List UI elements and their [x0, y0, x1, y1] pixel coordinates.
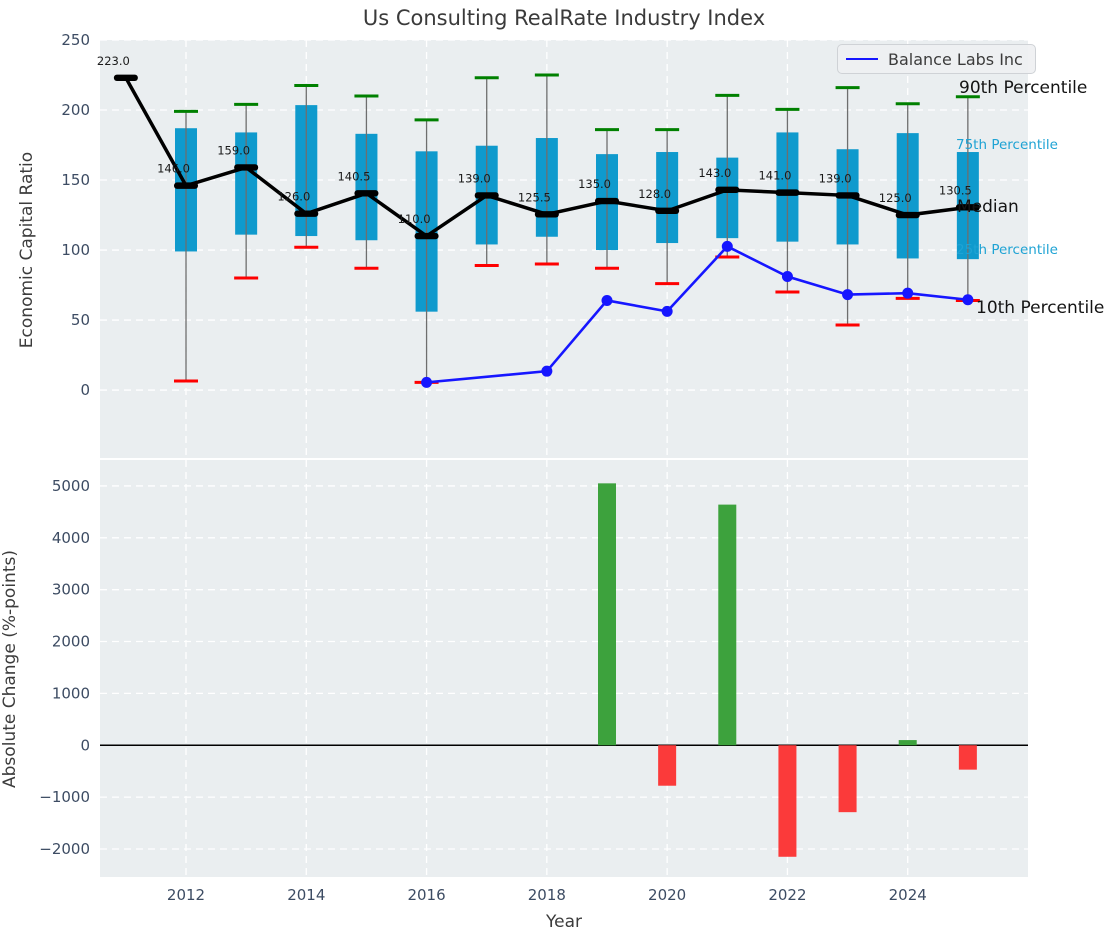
x-axis-label: Year — [546, 912, 582, 932]
median-value-label-2021: 143.0 — [698, 166, 731, 180]
top-y-tick-label: 200 — [61, 101, 90, 119]
bottom-y-tick-label: 2000 — [52, 633, 90, 651]
median-value-label-2018: 125.5 — [518, 190, 551, 204]
annotation-25th-percentile: 25th Percentile — [956, 242, 1058, 258]
top-y-tick-label: 150 — [61, 171, 90, 189]
top-plot-area — [100, 40, 1028, 458]
change-bar-2022 — [778, 745, 797, 857]
median-value-label-2022: 141.0 — [758, 169, 791, 183]
x-tick-label: 2018 — [528, 886, 566, 904]
median-value-label-2014: 126.0 — [277, 190, 310, 204]
bottom-y-tick-label: 3000 — [52, 581, 90, 599]
x-tick-label: 2016 — [407, 886, 445, 904]
company-series-point-2018 — [541, 365, 553, 377]
median-marker-2022 — [775, 189, 800, 196]
bottom-y-axis-label: Absolute Change (%-points) — [0, 550, 20, 788]
chart-title: Us Consulting RealRate Industry Index — [362, 6, 766, 30]
median-marker-2016 — [414, 232, 439, 240]
annotation-10th-percentile: 10th Percentile — [976, 298, 1105, 318]
change-bar-2023 — [838, 745, 857, 813]
annotation-90th-percentile: 90th Percentile — [959, 78, 1088, 98]
company-series-point-2016 — [421, 376, 433, 388]
median-value-label-2025: 130.5 — [939, 183, 972, 197]
median-value-label-2011: 223.0 — [97, 54, 130, 68]
median-marker-2014 — [294, 210, 319, 217]
company-series-point-2024 — [902, 287, 914, 299]
bottom-y-tick-label: 5000 — [52, 477, 90, 495]
median-value-label-2023: 139.0 — [819, 171, 852, 185]
change-bar-2024 — [898, 740, 917, 746]
top-y-tick-label: 50 — [71, 311, 90, 329]
legend: Balance Labs Inc — [837, 44, 1036, 74]
median-marker-2025 — [955, 204, 980, 211]
median-value-label-2013: 159.0 — [217, 143, 250, 157]
change-bar-2020 — [658, 745, 677, 786]
bottom-y-tick-label: −2000 — [39, 840, 90, 858]
median-marker-2023 — [835, 192, 860, 199]
top-y-tick-label: 250 — [61, 31, 90, 49]
median-marker-2019 — [595, 197, 620, 205]
top-y-tick-label: 0 — [80, 381, 90, 399]
legend-line-sample-icon — [846, 58, 878, 60]
bottom-y-tick-label: 1000 — [52, 684, 90, 702]
x-tick-label: 2020 — [648, 886, 686, 904]
median-value-label-2017: 139.0 — [458, 171, 491, 185]
bottom-plot-area — [100, 460, 1028, 877]
median-marker-2013 — [234, 164, 259, 171]
change-bar-2021 — [718, 504, 737, 746]
x-tick-label: 2012 — [167, 886, 205, 904]
change-bar-2019 — [598, 483, 617, 746]
x-tick-label: 2024 — [889, 886, 927, 904]
median-marker-2017 — [474, 192, 499, 199]
median-marker-2021 — [715, 186, 740, 194]
annotation-75th-percentile: 75th Percentile — [956, 137, 1058, 153]
company-series-point-2019 — [601, 294, 613, 306]
median-value-label-2020: 128.0 — [638, 187, 671, 201]
bottom-y-tick-label: −1000 — [39, 788, 90, 806]
median-value-label-2019: 135.0 — [578, 177, 611, 191]
company-series-point-2022 — [781, 271, 793, 283]
top-y-tick-label: 100 — [61, 241, 90, 259]
median-marker-2020 — [655, 207, 680, 215]
median-marker-2015 — [354, 190, 379, 197]
bottom-y-tick-label: 4000 — [52, 529, 90, 547]
x-tick-label: 2022 — [768, 886, 806, 904]
bottom-y-tick-label: 0 — [80, 736, 90, 754]
x-tick-label: 2014 — [287, 886, 325, 904]
top-y-axis-label: Economic Capital Ratio — [17, 151, 37, 349]
median-value-label-2016: 110.0 — [398, 212, 431, 226]
company-series-point-2020 — [661, 305, 673, 317]
median-value-label-2012: 146.0 — [157, 162, 190, 176]
median-value-label-2024: 125.0 — [879, 191, 912, 205]
company-series-point-2025 — [962, 294, 974, 306]
median-marker-2018 — [534, 211, 559, 218]
legend-label: Balance Labs Inc — [888, 49, 1023, 69]
company-series-point-2021 — [721, 240, 733, 252]
median-value-label-2015: 140.5 — [337, 169, 370, 183]
median-marker-2011 — [113, 74, 138, 82]
company-series-point-2023 — [842, 289, 854, 301]
annotation-median: Median — [957, 197, 1019, 217]
median-marker-2024 — [895, 211, 920, 219]
median-marker-2012 — [174, 182, 199, 189]
change-bar-2025 — [958, 745, 977, 770]
